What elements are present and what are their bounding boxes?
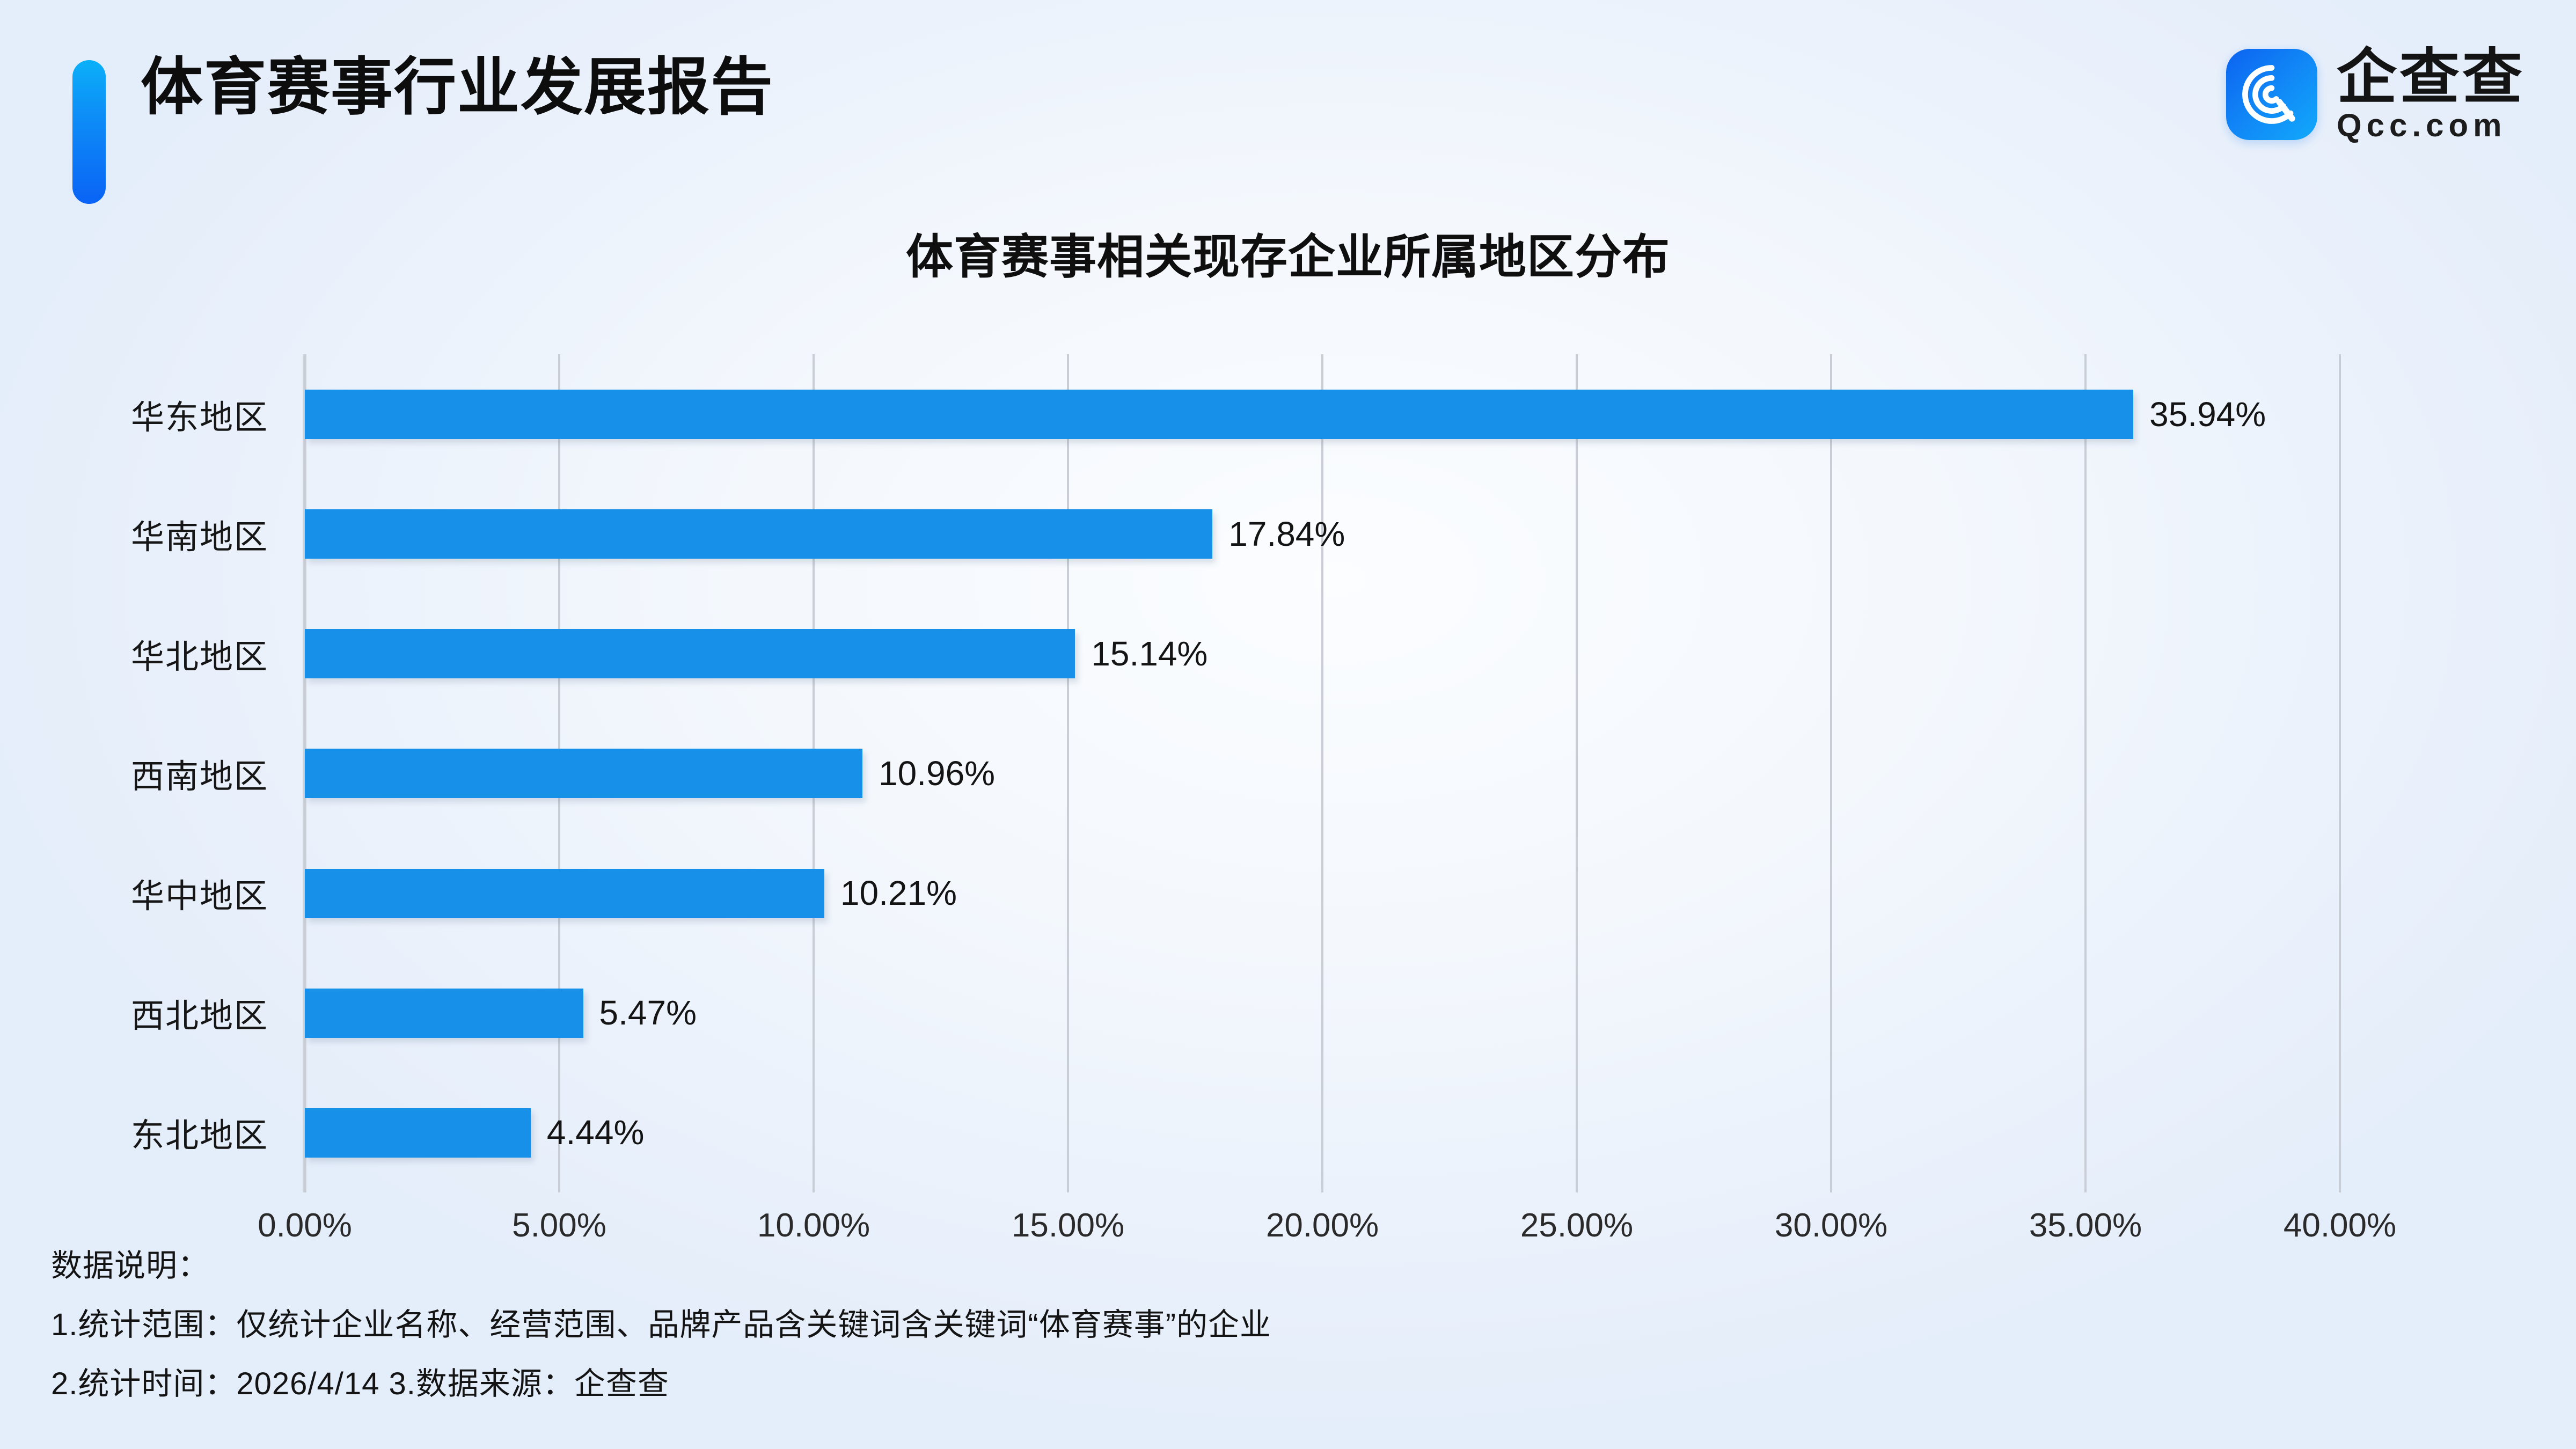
chart-bar (305, 988, 583, 1038)
x-tick-label: 0.00% (258, 1207, 352, 1244)
brand-name-cn: 企查查 (2337, 43, 2525, 111)
note-scope: 1.统计范围：仅统计企业名称、经营范围、品牌产品含关键词含关键词“体育赛事”的企… (51, 1307, 1272, 1342)
x-tick-label: 5.00% (512, 1207, 606, 1244)
y-category-label: 华中地区 (130, 878, 268, 916)
bar-value-label: 5.47% (599, 993, 697, 1033)
brand-name-en: Qcc.com (2337, 107, 2507, 143)
bar-value-label: 35.94% (2149, 394, 2266, 434)
chart-bar-row: 华南地区 17.84% (131, 474, 2576, 594)
x-tick-label: 35.00% (2029, 1207, 2142, 1244)
chart-bar-row: 华中地区 10.21% (131, 833, 2576, 953)
chart-bar (305, 868, 824, 918)
y-category-label: 西北地区 (130, 998, 268, 1035)
y-category-label: 西南地区 (130, 758, 268, 795)
y-category-label: 华南地区 (130, 518, 268, 556)
x-tick-label: 30.00% (1774, 1207, 1888, 1244)
qcc-spiral-logo-icon (2226, 49, 2317, 140)
chart-bar-row: 西北地区 5.47% (131, 953, 2576, 1073)
brand-logo: 企查查 Qcc.com (2226, 47, 2525, 142)
bar-value-label: 4.44% (546, 1113, 645, 1152)
brand-wordmark: 企查查 Qcc.com (2337, 47, 2525, 142)
x-tick-label: 15.00% (1011, 1207, 1125, 1244)
chart-plot-area: 0.00% 5.00% 10.00% 15.00% 20.00% 25.00% 30.00%… (131, 354, 2396, 1244)
chart-bar (305, 1108, 531, 1158)
chart-bar (305, 749, 862, 799)
x-gridline (1321, 354, 1323, 1192)
x-gridline (1576, 354, 1578, 1192)
bar-value-label: 10.21% (840, 874, 957, 913)
chart-bar (305, 509, 1213, 559)
x-gridline (1830, 354, 1832, 1192)
chart-bar-row: 西南地区 10.96% (131, 713, 2576, 833)
chart-bar-row: 华东地区 35.94% (131, 354, 2576, 474)
x-tick-label: 25.00% (1520, 1207, 1634, 1244)
chart-bar-row: 华北地区 15.14% (131, 594, 2576, 713)
notes-heading: 数据说明： (51, 1248, 210, 1283)
bar-value-label: 10.96% (879, 753, 996, 793)
x-gridline (2339, 354, 2341, 1192)
page-header: 体育赛事行业发展报告 企查查 Qcc.com (0, 0, 2576, 215)
bar-value-label: 15.14% (1091, 634, 1208, 673)
bar-value-label: 17.84% (1228, 514, 1345, 553)
chart-title: 体育赛事相关现存企业所属地区分布 (905, 230, 1670, 283)
chart-bar (305, 390, 2134, 439)
y-category-label: 华北地区 (130, 638, 268, 676)
note-time-source: 2.统计时间：2026/4/14 3.数据来源：企查查 (51, 1366, 669, 1401)
y-category-label: 华东地区 (130, 399, 268, 436)
page-title: 体育赛事行业发展报告 (141, 52, 774, 122)
x-gridline (1067, 354, 1069, 1192)
chart-bar-row: 东北地区 4.44% (131, 1073, 2576, 1192)
chart-bar (305, 629, 1075, 679)
x-tick-label: 20.00% (1265, 1207, 1379, 1244)
y-category-label: 东北地区 (130, 1117, 268, 1155)
x-tick-label: 10.00% (757, 1207, 870, 1244)
title-accent-bar (72, 60, 106, 204)
x-tick-label: 40.00% (2283, 1207, 2397, 1244)
data-notes: 数据说明： 1.统计范围：仅统计企业名称、经营范围、品牌产品含关键词含关键词“体… (51, 1250, 2198, 1400)
x-gridline (2084, 354, 2087, 1192)
